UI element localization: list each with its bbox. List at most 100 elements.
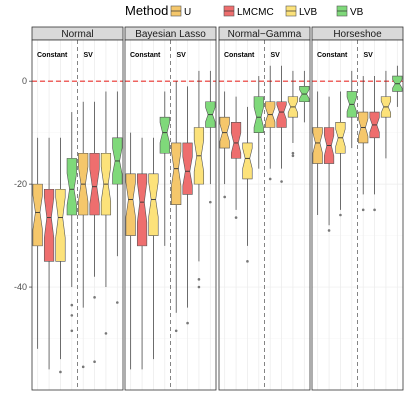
box-body [230,122,242,159]
box-sv-vb [392,65,403,107]
box-body [182,142,193,195]
panel-normal-gamma: Normal−Gamma Constant SV [218,26,311,391]
box-constant-lvb [55,137,66,374]
legend-label-u: U [184,7,191,18]
box-constant-lmcmc [136,137,148,370]
group-label-sv: SV [364,52,374,59]
y-tick-label: -20 [14,179,27,189]
box-body [159,116,170,154]
box-body [148,173,159,236]
panel-border [311,39,404,391]
box-body [276,101,287,128]
legend: Method U LMCMC LVB VB [125,3,364,18]
outlier-point [104,332,108,335]
group-label-sv: SV [271,52,281,59]
box-body [43,188,55,262]
box-body [242,142,253,180]
outlier-point [93,360,96,363]
outlier-point [280,180,283,183]
strip-label: Normal [61,29,93,40]
box-sv-lmcmc [369,76,380,212]
box-sv-lvb [100,91,112,335]
outlier-point [339,213,342,217]
legend-entry-lmcmc: LMCMC [223,5,274,18]
outlier-point [174,329,178,333]
box-constant-lmcmc [323,96,335,232]
box-body [32,183,43,247]
box-body [136,173,148,247]
outlier-point [234,216,238,219]
box-body [253,96,264,133]
y-axis: 0 -20 -40 [14,76,32,292]
box-sv-lmcmc [182,86,193,325]
box-constant-vb [253,76,264,169]
box-constant-vb [66,112,77,333]
box-sv-u [265,65,276,181]
group-label-sv: SV [84,52,94,59]
outlier-point [70,314,74,317]
panel-bayesian-lasso: Bayesian Lasso Constant SV [124,26,217,391]
box-constant-u [312,91,323,215]
box-sv-lvb [380,70,392,159]
legend-label-lvb: LVB [299,7,317,18]
outlier-point [373,208,376,212]
y-tick-label: -40 [14,282,27,292]
box-constant-lvb [148,137,159,360]
panel-normal: Normal Constant SV [31,26,124,391]
outlier-point [81,365,85,369]
outlier-point [186,321,189,325]
outlier-point [361,208,365,212]
outlier-point [70,329,74,333]
box-body [312,127,323,164]
box-constant-u [219,91,230,199]
box-constant-u [125,132,136,370]
group-label-constant: Constant [317,52,348,59]
box-constant-lmcmc [230,96,242,219]
legend-title: Method [125,3,168,18]
outlier-point [209,200,212,204]
box-constant-u [32,137,43,349]
y-tick-label: 0 [22,76,27,86]
outlier-point [197,278,201,281]
group-label-constant: Constant [37,52,68,59]
box-sv-vb [112,91,123,304]
box-constant-lvb [242,106,253,263]
strip-label: Bayesian Lasso [135,29,206,40]
box-sv-u [78,101,89,369]
box-constant-lvb [335,91,346,217]
box-sv-lvb [287,70,299,158]
box-body [89,152,100,216]
outlier-point [291,154,295,158]
facet-panels: Normal Constant SV Bayesian Lasso Constant SV… [31,26,404,391]
legend-label-vb: VB [350,7,364,18]
legend-entry-lvb: LVB [285,5,317,18]
box-body [66,158,77,216]
outlier-point [327,229,331,232]
box-constant-vb [346,70,357,149]
legend-label-lmcmc: LMCMC [237,7,274,18]
outlier-point [197,285,201,289]
legend-entry-u: U [170,5,191,18]
panel-border [31,39,124,391]
group-label-constant: Constant [130,52,161,59]
box-sv-lmcmc [89,101,100,363]
box-sv-lvb [193,70,205,289]
box-sv-u [358,76,369,212]
box-sv-u [171,81,182,333]
panel-horseshoe: Horseshoe Constant SV [311,26,404,391]
group-label-sv: SV [177,52,187,59]
outlier-point [223,195,226,199]
panel-border [218,39,311,391]
outlier-point [246,260,249,263]
box-sv-lmcmc [276,65,287,183]
box-body [171,142,182,206]
outlier-point [268,177,272,181]
panel-border [124,39,217,391]
strip-label: Horseshoe [333,29,382,40]
outlier-point [93,296,96,299]
outlier-point [59,370,62,374]
box-sv-vb [299,70,310,123]
box-constant-vb [159,91,170,246]
box-sv-vb [205,70,216,204]
